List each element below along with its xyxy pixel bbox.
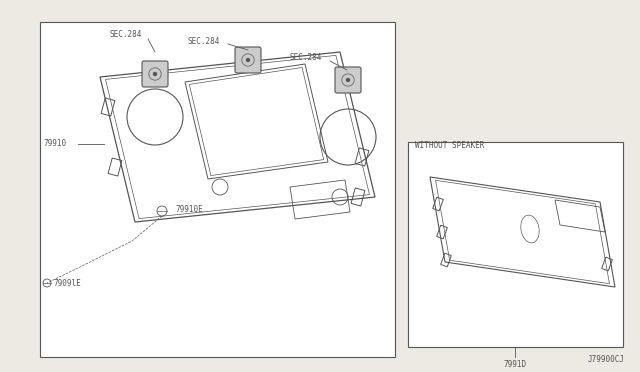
FancyBboxPatch shape bbox=[142, 61, 168, 87]
Bar bbox=[408, 142, 623, 347]
Text: 79910E: 79910E bbox=[175, 205, 203, 215]
Text: SEC.284: SEC.284 bbox=[110, 30, 142, 39]
FancyBboxPatch shape bbox=[335, 67, 361, 93]
Text: 7909lE: 7909lE bbox=[53, 279, 81, 288]
Text: WITHOUT SPEAKER: WITHOUT SPEAKER bbox=[415, 141, 484, 150]
Text: J79900CJ: J79900CJ bbox=[588, 355, 625, 364]
Circle shape bbox=[246, 58, 250, 61]
Text: 7991D: 7991D bbox=[504, 360, 527, 369]
Circle shape bbox=[346, 78, 349, 81]
Bar bbox=[40, 22, 395, 357]
FancyBboxPatch shape bbox=[235, 47, 261, 73]
Text: SEC.284: SEC.284 bbox=[290, 53, 323, 62]
Text: SEC.284: SEC.284 bbox=[188, 37, 220, 46]
Text: 79910: 79910 bbox=[44, 140, 67, 148]
Circle shape bbox=[154, 73, 157, 76]
